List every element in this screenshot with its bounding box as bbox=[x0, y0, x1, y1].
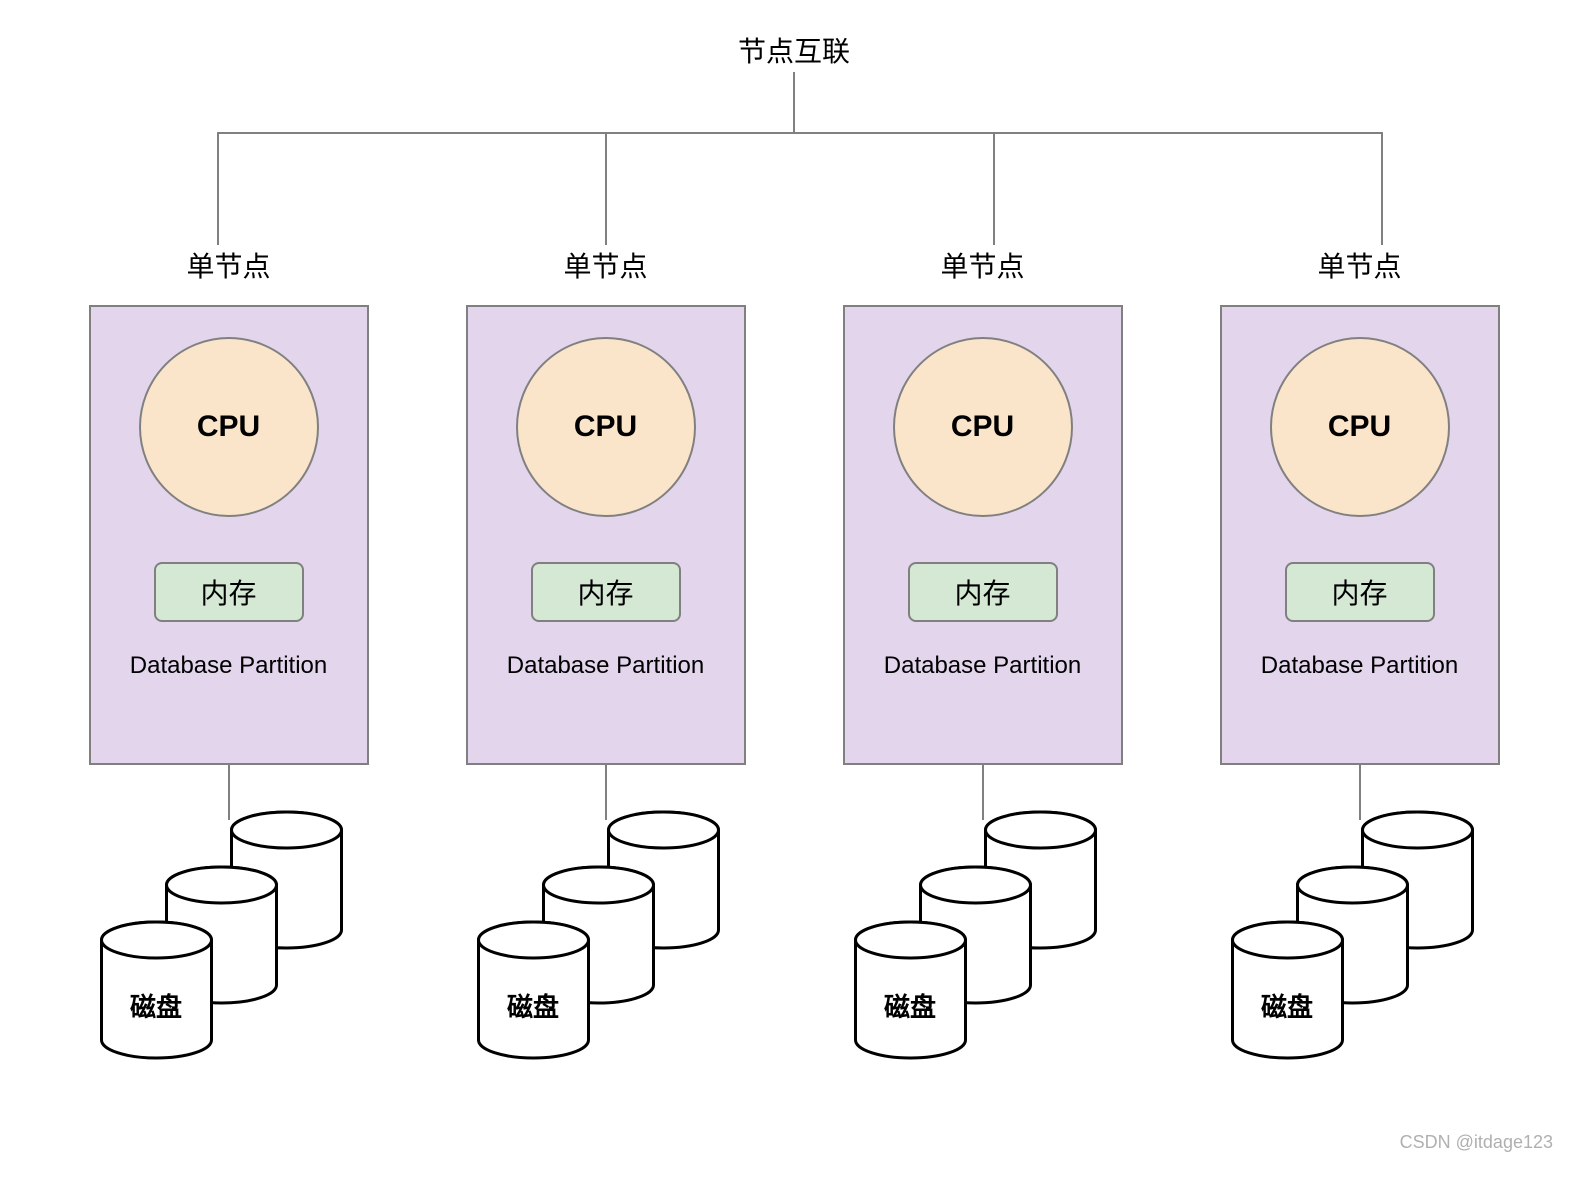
node-label: 单节点 bbox=[940, 245, 1024, 285]
branch-2 bbox=[605, 132, 607, 245]
partition-label: Database Partition bbox=[1261, 652, 1458, 680]
node-column: 单节点 CPU 内存 Database Partition 磁盘 bbox=[833, 245, 1133, 1080]
root-title: 节点互联 bbox=[738, 30, 850, 70]
node-column: 单节点 CPU 内存 Database Partition 磁盘 bbox=[1210, 245, 1510, 1080]
disk-label: 磁盘 bbox=[507, 987, 559, 1024]
cpu-circle: CPU bbox=[139, 337, 319, 517]
node-column: 单节点 CPU 内存 Database Partition 磁盘 bbox=[79, 245, 379, 1080]
disk-stack: 磁盘 bbox=[1230, 810, 1490, 1080]
branch-3 bbox=[993, 132, 995, 245]
hbus bbox=[217, 132, 1381, 134]
watermark: CSDN @itdage123 bbox=[1400, 1132, 1553, 1153]
partition-label: Database Partition bbox=[884, 652, 1081, 680]
node-label: 单节点 bbox=[563, 245, 647, 285]
disk-label: 磁盘 bbox=[1261, 987, 1313, 1024]
node-label: 单节点 bbox=[1317, 245, 1401, 285]
partition-label: Database Partition bbox=[507, 652, 704, 680]
nodes-row: 单节点 CPU 内存 Database Partition 磁盘 单节点 CPU… bbox=[0, 245, 1588, 1080]
disk-cylinder: 磁盘 bbox=[476, 920, 591, 1060]
memory-box: 内存 bbox=[531, 562, 681, 622]
disk-label: 磁盘 bbox=[130, 987, 182, 1024]
disk-label: 磁盘 bbox=[884, 987, 936, 1024]
memory-box: 内存 bbox=[1285, 562, 1435, 622]
node-column: 单节点 CPU 内存 Database Partition 磁盘 bbox=[456, 245, 756, 1080]
disk-cylinder: 磁盘 bbox=[853, 920, 968, 1060]
root-vline bbox=[793, 72, 795, 132]
branch-4 bbox=[1381, 132, 1383, 245]
node-label: 单节点 bbox=[186, 245, 270, 285]
node-box: CPU 内存 Database Partition bbox=[843, 305, 1123, 765]
branch-1 bbox=[217, 132, 219, 245]
disk-stack: 磁盘 bbox=[476, 810, 736, 1080]
memory-box: 内存 bbox=[908, 562, 1058, 622]
disk-cylinder: 磁盘 bbox=[99, 920, 214, 1060]
cpu-circle: CPU bbox=[893, 337, 1073, 517]
disk-cylinder: 磁盘 bbox=[1230, 920, 1345, 1060]
disk-stack: 磁盘 bbox=[99, 810, 359, 1080]
disk-stack: 磁盘 bbox=[853, 810, 1113, 1080]
cpu-circle: CPU bbox=[1270, 337, 1450, 517]
node-box: CPU 内存 Database Partition bbox=[466, 305, 746, 765]
node-box: CPU 内存 Database Partition bbox=[89, 305, 369, 765]
memory-box: 内存 bbox=[154, 562, 304, 622]
cpu-circle: CPU bbox=[516, 337, 696, 517]
partition-label: Database Partition bbox=[130, 652, 327, 680]
node-box: CPU 内存 Database Partition bbox=[1220, 305, 1500, 765]
